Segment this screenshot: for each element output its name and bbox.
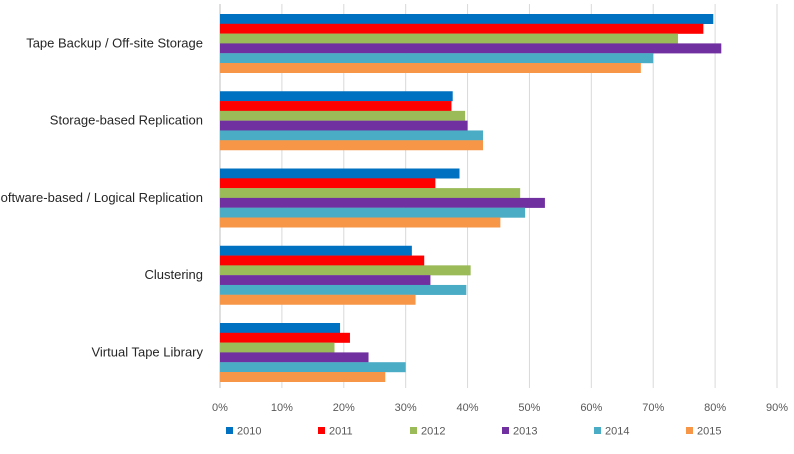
- x-tick-label: 90%: [766, 402, 788, 414]
- category-label: Virtual Tape Library: [91, 344, 203, 359]
- legend: 2010 2011 2012 2013 2014 2015: [226, 426, 721, 438]
- x-tick-label: 50%: [518, 402, 540, 414]
- bar: [220, 372, 386, 382]
- bar: [220, 23, 704, 34]
- x-tick-label: 80%: [704, 402, 726, 414]
- bar: [220, 53, 654, 64]
- x-tick-label: 20%: [333, 402, 355, 414]
- bar: [220, 91, 453, 102]
- bar: [220, 323, 341, 333]
- x-tick-label: 70%: [642, 402, 664, 414]
- legend-swatch: [226, 427, 233, 434]
- bar: [220, 362, 406, 373]
- category-label: Storage-based Replication: [50, 113, 203, 128]
- x-tick-label: 60%: [580, 402, 602, 414]
- legend-label: 2014: [605, 426, 629, 438]
- bar: [220, 101, 452, 112]
- legend-label: 2011: [329, 426, 353, 438]
- category-labels: Tape Backup / Off-site Storage Storage-ba…: [0, 35, 203, 359]
- legend-swatch: [594, 427, 601, 434]
- x-tick-label: 40%: [457, 402, 479, 414]
- x-tick-labels: 0% 10% 20% 30% 40% 50% 60% 70% 80% 90%: [212, 402, 788, 414]
- bar: [220, 140, 484, 151]
- bar: [220, 130, 484, 141]
- bar: [220, 178, 436, 189]
- bar: [220, 63, 641, 73]
- bar: [220, 294, 416, 305]
- bar: [220, 14, 714, 24]
- legend-label: 2012: [421, 426, 445, 438]
- bar: [220, 255, 425, 266]
- bar: [220, 197, 545, 208]
- bar: [220, 207, 526, 218]
- legend-swatch: [410, 427, 417, 434]
- bar: [220, 342, 335, 353]
- legend-label: 2010: [237, 426, 261, 438]
- bars: [220, 14, 722, 382]
- bar: [220, 352, 369, 363]
- bar: [220, 275, 431, 286]
- legend-swatch: [686, 427, 693, 434]
- bar: [220, 43, 722, 54]
- legend-label: 2013: [513, 426, 537, 438]
- bar: [220, 265, 471, 276]
- bar: [220, 245, 412, 256]
- legend-label: 2015: [697, 426, 721, 438]
- category-label: Tape Backup / Off-site Storage: [26, 35, 203, 50]
- category-label: Clustering: [144, 267, 203, 282]
- bar: [220, 188, 521, 199]
- x-tick-label: 30%: [395, 402, 417, 414]
- bar: [220, 284, 467, 295]
- category-label: Software-based / Logical Replication: [0, 190, 203, 205]
- bar: [220, 33, 678, 44]
- legend-swatch: [502, 427, 509, 434]
- legend-swatch: [318, 427, 325, 434]
- bar: [220, 110, 466, 121]
- bar: [220, 332, 350, 343]
- bar: [220, 217, 501, 228]
- bar: [220, 120, 468, 131]
- bar: [220, 168, 460, 179]
- x-tick-label: 0%: [212, 402, 228, 414]
- x-tick-label: 10%: [271, 402, 293, 414]
